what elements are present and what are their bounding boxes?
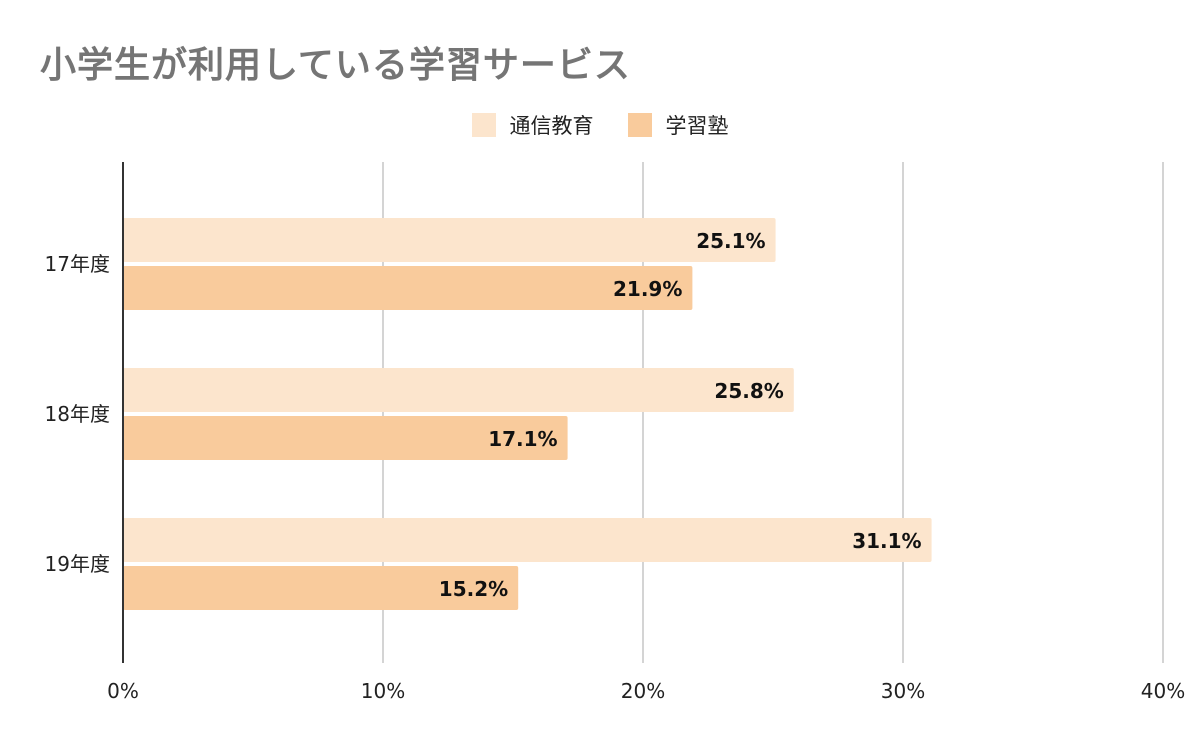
x-tick-label-40: 40% (1141, 679, 1185, 703)
x-tick-label-30: 30% (881, 679, 925, 703)
data-label-series-2-18年度: 17.1% (488, 427, 557, 451)
data-label-series-2-17年度: 21.9% (613, 277, 682, 301)
legend-item-series-1[interactable]: 通信教育 (471, 110, 594, 140)
x-tick-label-10: 10% (361, 679, 405, 703)
y-category-label-19年度: 19年度 (45, 552, 110, 576)
bar-series-1-17年度 (123, 218, 776, 262)
bar-series-2-19年度 (123, 566, 519, 610)
legend: 通信教育 学習塾 (0, 110, 1200, 140)
x-tick-label-20: 20% (621, 679, 665, 703)
legend-swatch-series-2 (627, 113, 652, 137)
data-label-series-2-19年度: 15.2% (439, 577, 508, 601)
legend-label-series-2: 学習塾 (665, 114, 729, 138)
bar-series-1-18年度 (123, 368, 794, 412)
y-category-label-18年度: 18年度 (45, 402, 110, 426)
data-label-series-1-19年度: 31.1% (852, 529, 921, 553)
bar-series-1-19年度 (123, 518, 932, 562)
legend-swatch-series-1 (471, 113, 496, 137)
legend-item-series-2[interactable]: 学習塾 (627, 110, 729, 140)
y-category-label-17年度: 17年度 (45, 252, 110, 276)
x-tick-label-0: 0% (107, 679, 139, 703)
bar-series-2-17年度 (123, 266, 693, 310)
bar-series-2-18年度 (123, 416, 568, 460)
chart-title: 小学生が利用している学習サービス (40, 45, 631, 86)
data-label-series-1-18年度: 25.8% (714, 379, 783, 403)
data-label-series-1-17年度: 25.1% (696, 229, 765, 253)
legend-label-series-1: 通信教育 (509, 114, 594, 138)
